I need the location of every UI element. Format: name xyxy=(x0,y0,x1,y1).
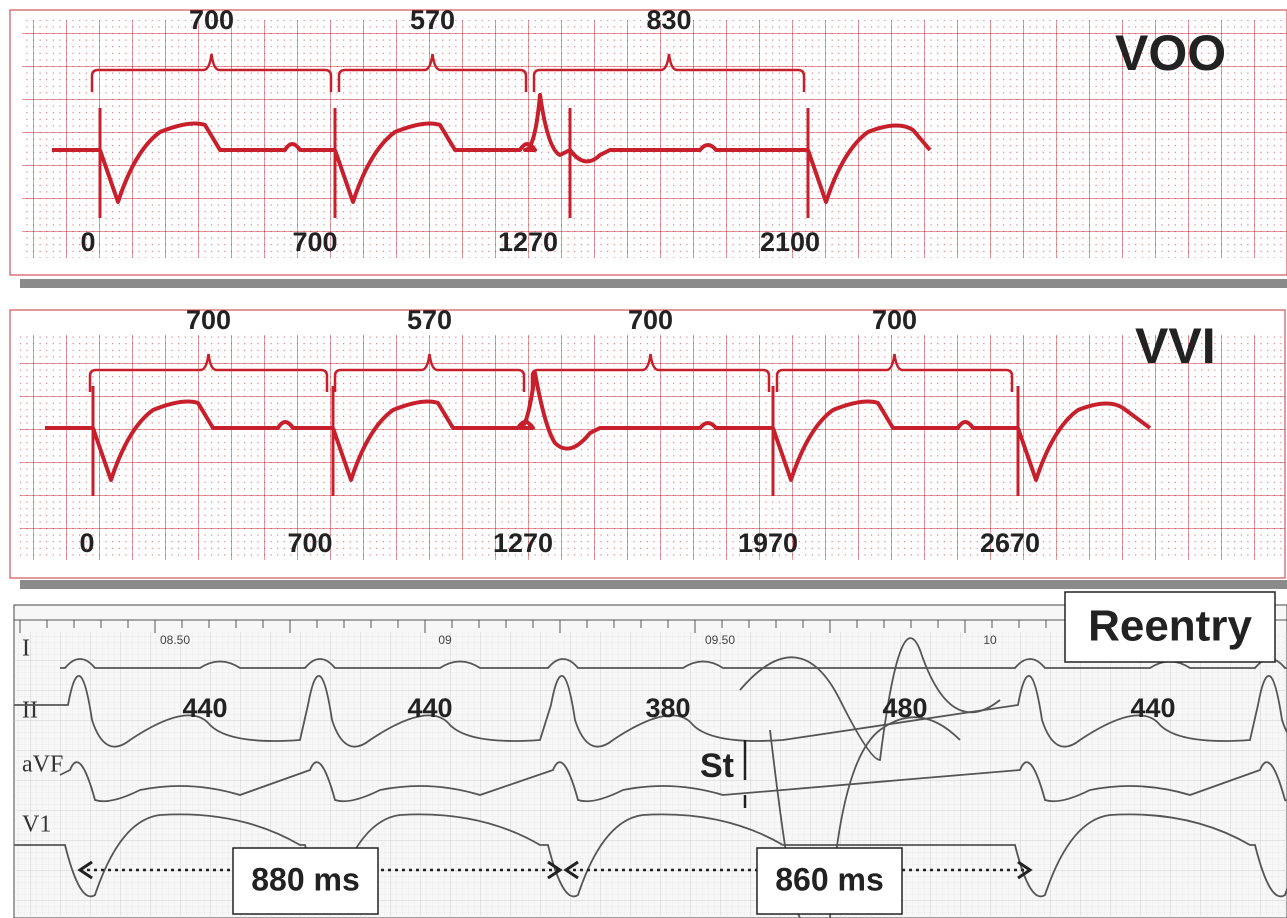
interval-label: 380 xyxy=(645,693,690,723)
mode-box xyxy=(1064,591,1276,663)
interval-label: 440 xyxy=(407,693,452,723)
time-label: 0 xyxy=(80,227,95,257)
interval-label: 830 xyxy=(646,5,691,35)
interval-bracket xyxy=(333,353,526,392)
ecg-trace xyxy=(14,674,1287,748)
stim-label: St xyxy=(700,747,734,785)
interval-bracket xyxy=(775,353,1014,392)
time-label: 700 xyxy=(287,528,332,558)
ecg-grid xyxy=(20,335,1285,560)
interval-bracket xyxy=(337,53,528,92)
time-label: 2100 xyxy=(760,227,820,257)
tracing-grid xyxy=(14,632,1287,918)
arrow-head xyxy=(563,860,1033,880)
time-label: 1970 xyxy=(738,528,798,558)
interval-bracket xyxy=(90,53,333,92)
ecg-trace xyxy=(52,93,932,204)
interval-label: 700 xyxy=(872,305,917,335)
lead-label: V1 xyxy=(22,812,51,838)
interval-label: 440 xyxy=(1130,693,1175,723)
interval-bracket xyxy=(532,53,806,92)
mode-label: VOO xyxy=(1115,25,1226,81)
interval-bracket xyxy=(530,353,771,392)
cycle-box xyxy=(232,847,379,915)
mode-label: VVI xyxy=(1135,318,1216,374)
interval-label: 700 xyxy=(628,305,673,335)
time-label: 0 xyxy=(79,528,94,558)
time-label: 700 xyxy=(292,227,337,257)
time-label: 1270 xyxy=(498,227,558,257)
lead-label: aVF xyxy=(22,752,63,778)
axis-time: 09 xyxy=(438,633,452,647)
interval-bracket xyxy=(88,353,329,392)
ecg-trace xyxy=(739,637,1001,761)
time-label: 1270 xyxy=(493,528,553,558)
arrow-head xyxy=(77,860,563,880)
axis-time: 10 xyxy=(983,633,997,647)
interval-label: 440 xyxy=(182,693,227,723)
ecg-trace xyxy=(45,371,1152,482)
shadow xyxy=(20,580,1287,589)
mode-label: Reentry xyxy=(1088,602,1252,651)
time-label: 2670 xyxy=(980,528,1040,558)
shadow xyxy=(20,279,1287,288)
cycle-box xyxy=(756,847,903,915)
ecg-trace xyxy=(59,761,1287,803)
ecg-trace xyxy=(14,813,1287,898)
lead-label: II xyxy=(22,698,38,724)
ecg-grid xyxy=(22,20,1287,258)
interval-label: 700 xyxy=(189,5,234,35)
interval-label: 700 xyxy=(186,305,231,335)
cycle-label: 880 ms xyxy=(251,861,360,897)
axis-time: 09.50 xyxy=(705,633,735,647)
interval-label: 480 xyxy=(882,693,927,723)
axis-time: 08.50 xyxy=(160,633,190,647)
lead-label: I xyxy=(22,636,30,662)
interval-label: 570 xyxy=(407,305,452,335)
cycle-label: 860 ms xyxy=(775,861,884,897)
interval-label: 570 xyxy=(410,5,455,35)
